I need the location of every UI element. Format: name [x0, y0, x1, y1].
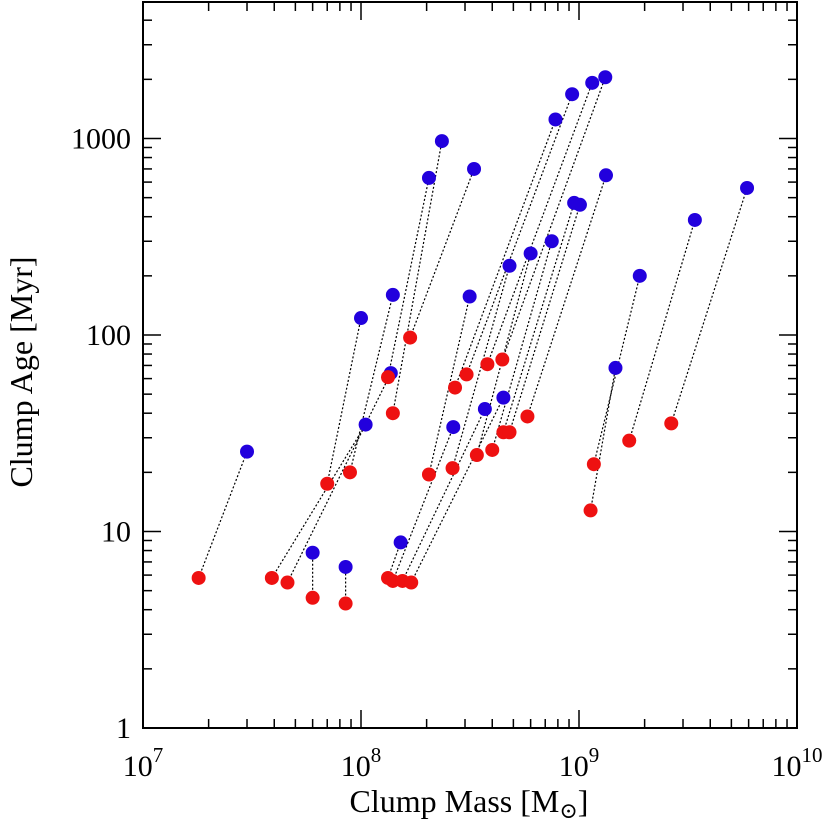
connector-line [491, 241, 553, 451]
red-point [445, 461, 460, 476]
blue-point [240, 444, 255, 459]
y-tick-label: 1 [116, 712, 131, 745]
red-point [421, 467, 436, 482]
red-point [520, 409, 535, 424]
blue-point [477, 402, 492, 417]
red-point [664, 416, 679, 431]
axis-ticks [142, 2, 798, 729]
blue-point [338, 559, 353, 574]
red-point [448, 380, 463, 395]
x-tick-label: 107 [123, 743, 164, 783]
red-point [264, 570, 279, 585]
red-point [280, 575, 295, 590]
red-point [586, 457, 601, 472]
blue-point [354, 311, 368, 326]
blue-point [687, 212, 702, 227]
connector-line [486, 82, 593, 365]
red-point [320, 476, 335, 491]
red-point [342, 465, 357, 480]
connector-line [349, 294, 394, 473]
x-axis-title: Clump Mass [M⊙] [350, 783, 589, 823]
red-point [305, 590, 320, 605]
blue-point [523, 246, 538, 261]
red-point [380, 370, 395, 385]
data-points [191, 70, 755, 611]
y-tick-label: 1000 [71, 123, 131, 156]
connector-line [670, 187, 748, 424]
red-point [404, 575, 419, 590]
axis-tick-labels: 107 108 109 1010 1 10 100 1000 [71, 123, 823, 784]
x-tick-label: 109 [559, 743, 600, 783]
blue-point [572, 197, 587, 212]
blue-point [548, 112, 563, 127]
blue-point [358, 417, 373, 432]
blue-point [305, 545, 320, 560]
blue-point [467, 161, 482, 176]
red-point [485, 442, 500, 457]
red-point [583, 503, 598, 518]
blue-point [544, 234, 559, 249]
red-point [385, 573, 400, 588]
blue-point [585, 75, 600, 90]
blue-point [565, 87, 580, 102]
connector-line [508, 204, 581, 433]
blue-point [496, 390, 511, 405]
blue-point [421, 170, 436, 185]
connector-line [466, 94, 573, 375]
red-point [469, 448, 484, 463]
blue-point [462, 289, 477, 304]
x-tick-label: 108 [341, 743, 382, 783]
blue-point [393, 535, 408, 550]
blue-point [502, 258, 517, 273]
blue-point [385, 287, 400, 302]
red-point [385, 406, 400, 421]
connector-line [628, 219, 696, 441]
y-tick-label: 100 [86, 319, 131, 352]
blue-point [740, 180, 755, 195]
connector-line [428, 296, 471, 475]
connector-line [271, 424, 367, 579]
connector-line [387, 177, 430, 378]
red-point [191, 570, 206, 585]
red-point [459, 367, 474, 382]
blue-point [598, 70, 613, 85]
plot-frame [142, 1, 798, 729]
red-point [338, 596, 353, 611]
connector-line [326, 317, 362, 484]
connector-line [401, 408, 486, 582]
red-point [480, 357, 495, 372]
blue-point [608, 360, 623, 375]
blue-point [598, 168, 613, 183]
red-point [622, 433, 637, 448]
x-tick-label: 1010 [772, 743, 823, 783]
blue-point [446, 420, 461, 435]
red-point [495, 352, 510, 367]
y-axis-title: Clump Age [Myr] [3, 256, 39, 487]
connector-line [198, 451, 248, 579]
connector-line [409, 168, 475, 338]
y-tick-label: 10 [101, 516, 131, 549]
connector-line [526, 175, 607, 417]
red-point [502, 425, 517, 440]
connector-line [392, 426, 454, 582]
connector-line [286, 372, 392, 583]
connector-line [410, 397, 504, 583]
connector-lines [198, 77, 748, 604]
connector-line [502, 202, 575, 433]
connector-line [589, 367, 617, 511]
red-point [403, 330, 418, 345]
blue-point [434, 134, 449, 149]
blue-point [632, 268, 647, 283]
